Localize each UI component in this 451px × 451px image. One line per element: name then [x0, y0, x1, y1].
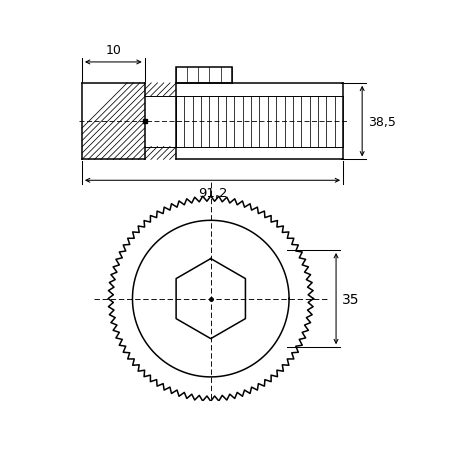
Bar — [175, 68, 231, 83]
Text: 35: 35 — [341, 292, 359, 306]
Text: 91,2: 91,2 — [198, 186, 227, 199]
Text: 38,5: 38,5 — [368, 115, 396, 129]
Bar — [142, 120, 147, 124]
Text: 10: 10 — [105, 44, 121, 57]
